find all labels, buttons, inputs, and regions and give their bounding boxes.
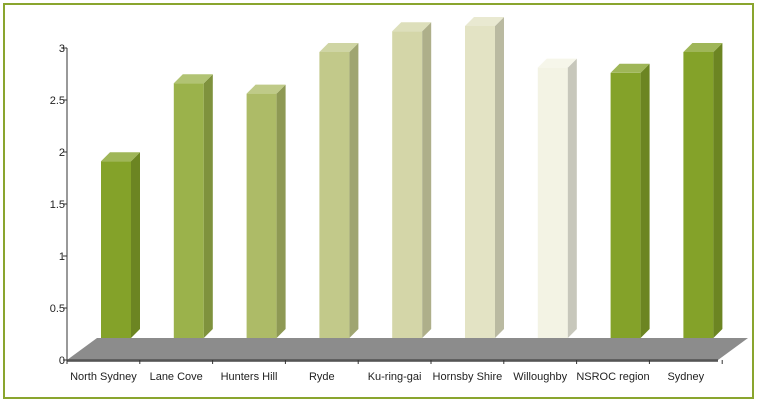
chart-floor: [67, 338, 748, 360]
bar-top: [683, 43, 723, 52]
bar: [173, 83, 204, 338]
x-tick-label: Ku-ring-gai: [368, 371, 422, 383]
bar-side: [422, 22, 432, 338]
bar-top: [173, 74, 213, 84]
bar-side: [131, 152, 140, 338]
y-tick-label: 2: [59, 147, 65, 159]
bar-top: [319, 43, 359, 52]
bar-top: [537, 58, 577, 68]
bar-side: [567, 58, 577, 338]
y-tick-label: 0.5: [50, 303, 65, 315]
bar-top: [610, 63, 650, 73]
bar: [101, 161, 131, 338]
bar-top: [246, 84, 286, 94]
x-tick-label: NSROC region: [576, 371, 649, 383]
bar: [683, 52, 714, 338]
bar-side: [203, 74, 213, 338]
x-tick-label: Hunters Hill: [221, 371, 278, 383]
y-tick-label: 1.5: [50, 199, 65, 211]
y-tick-label: 1: [59, 251, 65, 263]
y-tick-label: 2.5: [50, 95, 65, 107]
bar-side: [495, 17, 504, 338]
x-tick-label: North Sydney: [70, 371, 137, 383]
bar: [537, 67, 568, 338]
bar-side: [640, 63, 650, 339]
bar-side: [276, 84, 286, 338]
bar: [465, 26, 495, 338]
x-tick-label: Ryde: [309, 371, 335, 383]
y-tick-label: 0: [59, 355, 65, 367]
x-tick-label: Sydney: [667, 371, 704, 383]
bar: [246, 93, 277, 338]
bar: [392, 31, 423, 338]
x-tick-label: Willoughby: [513, 371, 567, 383]
bar: [610, 72, 641, 339]
bar-top: [392, 22, 432, 32]
bar-top: [465, 17, 504, 26]
bar: [319, 52, 350, 338]
bar-side: [349, 43, 359, 338]
y-tick-label: 3: [59, 43, 65, 55]
bar-side: [713, 43, 723, 338]
bar-top: [101, 152, 140, 162]
x-tick-label: Lane Cove: [150, 371, 203, 383]
x-tick-label: Hornsby Shire: [433, 371, 503, 383]
